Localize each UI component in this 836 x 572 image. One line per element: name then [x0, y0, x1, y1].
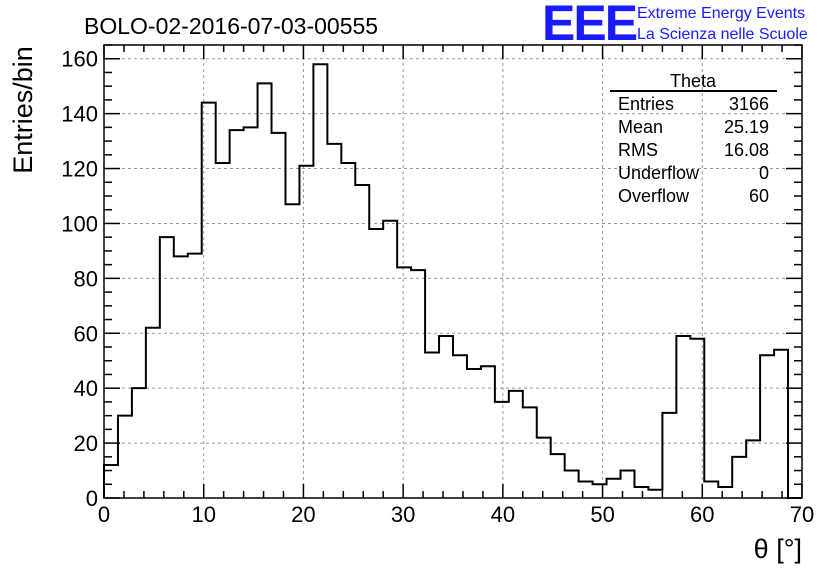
stats-box: Theta Entries 3166 Mean 25.19 RMS 16.08 …	[610, 71, 777, 206]
x-tick-label: 0	[98, 502, 110, 527]
x-tick-label: 20	[291, 502, 315, 527]
tick-labels: 0 10 20 30 40 50 60 70 0 20 40 60 80 100 120 140 160	[61, 47, 814, 527]
stats-label-entries: Entries	[618, 94, 674, 114]
x-tick-label: 30	[391, 502, 415, 527]
x-axis-label: θ [°]	[754, 534, 802, 564]
grid-lines	[104, 45, 802, 498]
stats-value-rms: 16.08	[724, 140, 769, 160]
x-tick-label: 50	[590, 502, 614, 527]
stats-value-entries: 3166	[729, 94, 769, 114]
stats-label-rms: RMS	[618, 140, 658, 160]
eee-logo: EEE Extreme Energy Events La Scienza nel…	[542, 0, 808, 51]
logo-mark: EEE	[542, 0, 637, 51]
y-tick-label: 80	[74, 266, 98, 291]
stats-label-mean: Mean	[618, 117, 663, 137]
stats-name: Theta	[670, 71, 717, 91]
y-tick-label: 160	[61, 47, 98, 72]
y-tick-label: 60	[74, 321, 98, 346]
logo-line1: Extreme Energy Events	[637, 5, 805, 22]
stats-label-overflow: Overflow	[618, 186, 690, 206]
logo-line2: La Scienza nelle Scuole	[637, 26, 808, 43]
chart-title: BOLO-02-2016-07-03-00555	[84, 13, 378, 39]
y-tick-label: 100	[61, 211, 98, 236]
x-tick-label: 60	[690, 502, 714, 527]
plot-frame	[103, 44, 803, 499]
y-tick-label: 0	[86, 486, 98, 511]
x-tick-label: 40	[491, 502, 515, 527]
y-tick-label: 120	[61, 157, 98, 182]
x-tick-label: 70	[790, 502, 814, 527]
stats-value-mean: 25.19	[724, 117, 769, 137]
stats-value-overflow: 60	[749, 186, 769, 206]
y-tick-label: 20	[74, 431, 98, 456]
y-axis-label: Entries/bin	[8, 46, 38, 174]
stats-label-underflow: Underflow	[618, 163, 700, 183]
histogram-outline	[103, 63, 802, 499]
y-tick-label: 40	[74, 376, 98, 401]
x-tick-label: 10	[191, 502, 215, 527]
y-tick-label: 140	[61, 102, 98, 127]
axis-ticks	[103, 44, 803, 499]
stats-value-underflow: 0	[759, 163, 769, 183]
